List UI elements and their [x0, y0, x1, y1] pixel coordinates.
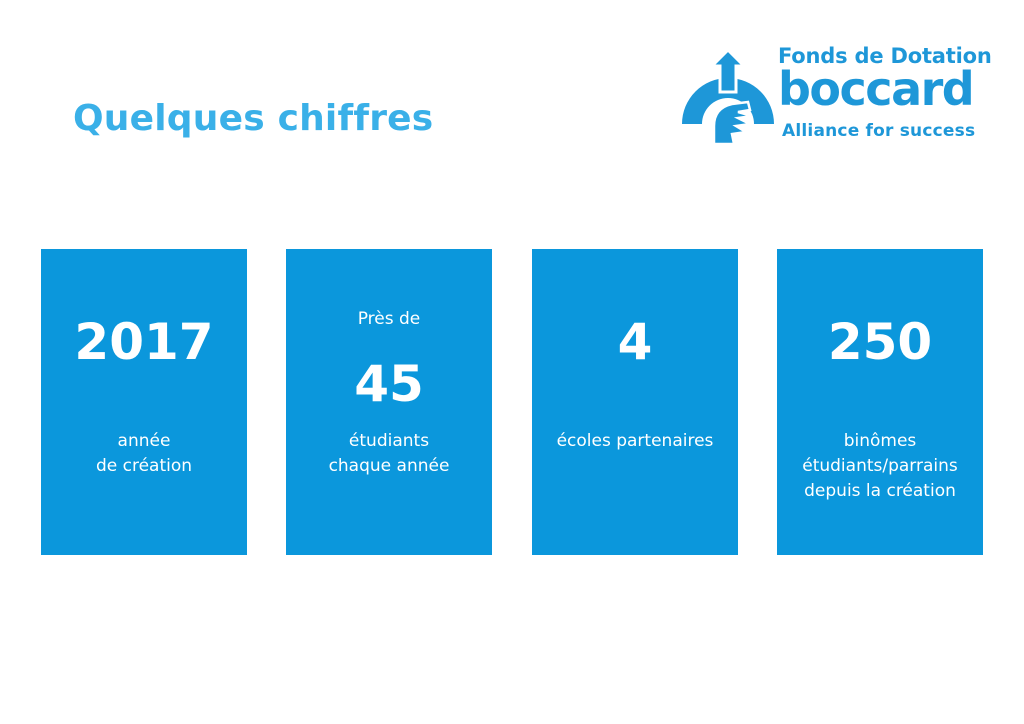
- stat-number: 2017: [74, 313, 214, 371]
- stat-number: 45: [354, 355, 424, 413]
- stat-label-line: année: [117, 431, 171, 451]
- stat-label-line: de création: [95, 456, 193, 476]
- stat-label: écoles partenaires: [536, 429, 734, 454]
- stat-card-schools: 4 écoles partenaires: [532, 249, 738, 555]
- fonds-de-dotation-boccard-logo: Fonds de Dotation boccard Alliance for s…: [674, 40, 994, 150]
- page-title: Quelques chiffres: [73, 98, 434, 139]
- stat-number: 4: [617, 313, 653, 371]
- rising-sun-arrow-logo-icon: [682, 47, 774, 146]
- stat-label-line: binômes: [843, 431, 917, 451]
- stat-card-year: 2017 année de création: [41, 249, 247, 555]
- stat-label-line: chaque année: [328, 456, 450, 476]
- stat-label-line: depuis la création: [804, 481, 956, 501]
- stat-label-line: étudiants/parrains: [802, 456, 958, 476]
- logo-text-fonds-de-dotation: Fonds de Dotation: [778, 44, 992, 68]
- stat-label-line: étudiants: [348, 431, 430, 451]
- stat-label: année de création: [45, 429, 243, 479]
- stat-label: étudiants chaque année: [290, 429, 488, 479]
- stat-prefix: Près de: [357, 309, 421, 329]
- logo-text-boccard: boccard: [778, 62, 975, 116]
- stat-label-line: écoles partenaires: [556, 431, 714, 451]
- stat-number: 250: [827, 313, 933, 371]
- logo-text-tagline: Alliance for success: [782, 121, 976, 141]
- stat-card-pairs: 250 binômes étudiants/parrains depuis la…: [777, 249, 983, 555]
- stat-card-students: Près de 45 étudiants chaque année: [286, 249, 492, 555]
- stat-label: binômes étudiants/parrains depuis la cré…: [781, 429, 979, 504]
